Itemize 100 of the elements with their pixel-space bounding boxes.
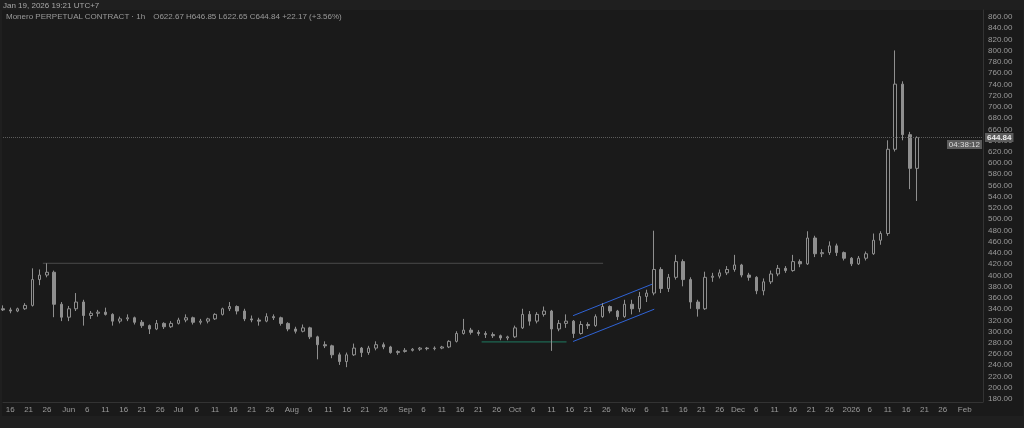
candlestick: [9, 307, 12, 314]
candlestick: [798, 258, 802, 268]
candlestick: [1, 304, 5, 312]
x-tick-label: 6: [644, 404, 650, 414]
candlestick: [623, 299, 626, 319]
candlestick: [133, 316, 136, 325]
candlestick: [38, 268, 41, 286]
candlestick: [506, 335, 509, 341]
x-tick-label: 6: [84, 404, 90, 414]
candlestick: [447, 339, 451, 349]
annotation: Jan 19, 2026 19:21 UTC+7: [3, 1, 100, 10]
x-tick-label: 11: [437, 404, 447, 414]
candlestick: [579, 320, 583, 336]
candlestick: [915, 135, 919, 202]
x-tick-label: Feb: [957, 404, 973, 414]
x-tick-label: 26: [378, 404, 389, 414]
candlestick: [645, 289, 648, 303]
y-tick-label: 260.00: [988, 349, 1014, 359]
candlestick: [425, 346, 429, 351]
x-tick-label: 21: [920, 404, 930, 414]
candlestick: [213, 312, 217, 321]
x-tick-label: 21: [24, 404, 34, 414]
y-tick-label: 340.00: [988, 304, 1014, 314]
candlestick: [893, 49, 897, 153]
y-tick-label: 840.00: [988, 23, 1014, 33]
x-tick-label: 11: [770, 404, 780, 414]
x-tick-label: 26: [42, 404, 52, 414]
y-tick-label: 480.00: [988, 225, 1014, 235]
y-tick-label: 860.00: [988, 12, 1014, 22]
x-tick-label: 26: [938, 404, 948, 414]
candlestick: [403, 347, 407, 354]
candlestick: [279, 316, 283, 327]
x-tick-label: Oct: [508, 404, 522, 414]
candlestick: [608, 304, 612, 314]
candlestick: [769, 270, 773, 285]
candlestick: [338, 352, 341, 366]
x-tick-label: 16: [228, 404, 239, 414]
y-tick-label: 400.00: [988, 270, 1014, 280]
candlestick: [67, 305, 71, 322]
candlestick: [52, 270, 56, 318]
x-tick-label: Nov: [621, 404, 636, 414]
candlestick: [703, 271, 707, 311]
candlestick: [469, 327, 473, 336]
candlestick: [586, 321, 590, 330]
y-tick-label: 220.00: [988, 371, 1014, 381]
x-tick-label: 21: [696, 404, 707, 414]
x-tick-label: 26: [492, 404, 502, 414]
candlestick: [747, 272, 751, 282]
x-tick-label: 11: [883, 404, 893, 414]
candlestick: [374, 340, 378, 351]
candlestick: [491, 331, 495, 339]
candlestick: [711, 272, 714, 283]
candlestick: [535, 311, 539, 324]
candlestick: [872, 233, 875, 256]
candlestick: [184, 313, 188, 323]
candlestick: [243, 308, 246, 322]
candlestick: [594, 313, 597, 328]
x-tick-label: 26: [824, 404, 835, 414]
y-tick-label: 420.00: [988, 259, 1014, 269]
candlestick: [806, 230, 809, 266]
y-tick-label: 720.00: [988, 90, 1014, 100]
x-tick-label: 16: [119, 404, 129, 414]
x-tick-label: Sep: [398, 404, 413, 414]
candlestick: [857, 255, 860, 266]
candlestick: [82, 299, 85, 327]
candlestick: [286, 321, 290, 332]
y-tick-label: 380.00: [988, 281, 1014, 291]
candlestick: [484, 330, 487, 339]
candlestick: [294, 326, 297, 334]
candlestick: [784, 265, 787, 274]
y-tick-label: 200.00: [988, 382, 1014, 392]
candlestick: [638, 291, 641, 313]
candlestick: [45, 262, 49, 278]
x-tick-label: 16: [678, 404, 689, 414]
y-tick-label: 520.00: [988, 203, 1014, 213]
candlestick: [630, 299, 634, 315]
candlestick: [140, 319, 144, 329]
candlestick: [360, 346, 363, 358]
x-tick-label: 21: [806, 404, 817, 414]
y-tick-label: 760.00: [988, 68, 1014, 78]
candlestick: [901, 80, 904, 141]
candlestick: [828, 240, 831, 256]
candlestick: [616, 309, 619, 321]
candlestick: [177, 317, 180, 325]
candlestick: [740, 263, 743, 278]
x-tick-label: 6: [754, 404, 760, 414]
x-tick-label: 16: [455, 404, 466, 414]
x-tick-label: 26: [265, 404, 275, 414]
y-tick-label: 820.00: [988, 34, 1014, 44]
candlestick: [382, 341, 385, 350]
candlestick: [528, 310, 531, 327]
candlestick: [191, 316, 195, 325]
candlestick: [330, 344, 334, 359]
candlestick: [521, 308, 524, 330]
x-tick-label: 16: [788, 404, 798, 414]
y-tick-label: 700.00: [988, 102, 1014, 112]
y-tick-label: 300.00: [988, 326, 1014, 336]
candlestick: [118, 316, 122, 324]
candlestick: [199, 318, 202, 325]
x-tick-label: 21: [473, 404, 484, 414]
